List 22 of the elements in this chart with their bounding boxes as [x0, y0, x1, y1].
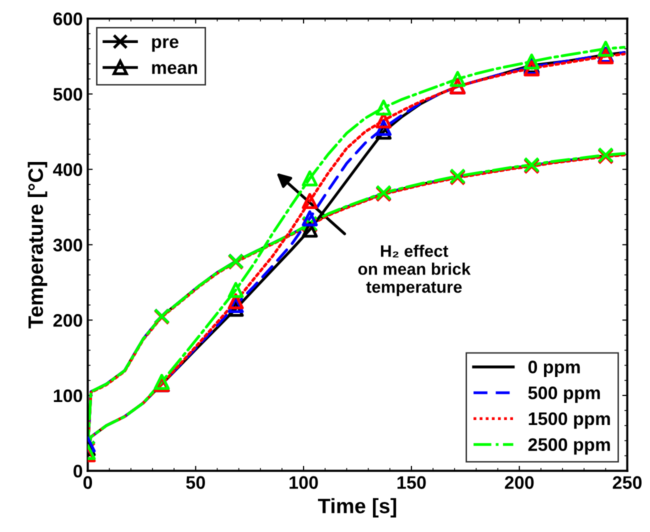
- x-tick-label: 150: [398, 476, 426, 489]
- legend-label: 1500 ppm: [528, 412, 610, 429]
- legend-label: 0 ppm: [528, 360, 580, 377]
- x-tick-label: 100: [290, 476, 318, 489]
- y-tick-label: 100: [54, 389, 82, 402]
- legend-label: pre: [152, 38, 178, 52]
- y-tick-label: 200: [53, 314, 82, 327]
- legend-label: mean: [152, 64, 197, 74]
- legend-label: 2500 ppm: [528, 438, 610, 455]
- x-axis-title: Time [s]: [318, 498, 396, 518]
- x-tick-label: 200: [504, 476, 534, 489]
- y-tick-label: 300: [53, 238, 82, 252]
- y-tick-label: 0: [74, 464, 82, 478]
- x-tick-label: 0: [83, 476, 92, 489]
- legend-label: 500 ppm: [528, 386, 600, 403]
- x-tick-label: 50: [186, 476, 205, 489]
- y-tick-label: 400: [53, 163, 82, 176]
- y-tick-label: 500: [53, 88, 82, 101]
- annotation: H₂ effect on mean brick temperature: [358, 244, 471, 296]
- y-axis-title: Temperature [°C]: [28, 162, 48, 328]
- y-tick-label: 600: [53, 12, 82, 26]
- x-tick-label: 250: [612, 476, 642, 489]
